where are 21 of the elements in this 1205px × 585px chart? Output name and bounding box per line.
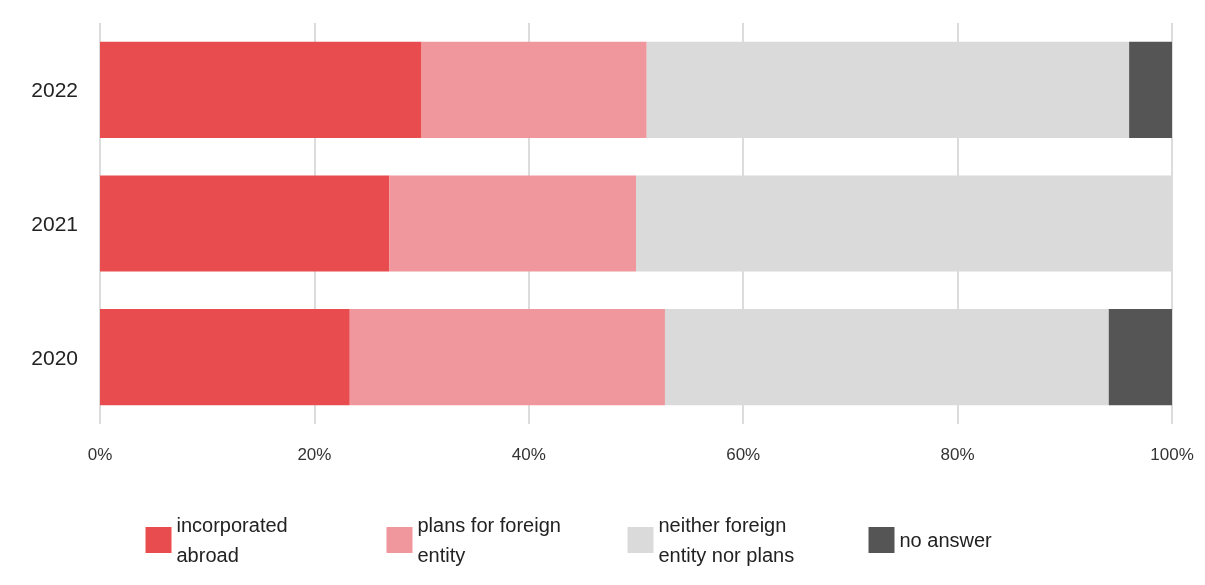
bar <box>389 175 636 272</box>
x-tick-label: 20% <box>297 445 332 464</box>
legend-label: no answer <box>899 529 993 551</box>
bar <box>421 41 647 138</box>
y-tick-label: 2021 <box>31 212 78 235</box>
legend-label: plans for foreign entity <box>417 514 567 566</box>
x-tick-label: 80% <box>940 445 975 464</box>
bar <box>100 175 390 272</box>
x-tick-label: 60% <box>726 445 761 464</box>
bar <box>100 309 350 406</box>
bar <box>1108 309 1172 406</box>
bar <box>100 41 422 138</box>
x-tick-label: 40% <box>511 445 546 464</box>
legend-label: incorporated abroad <box>176 514 294 566</box>
y-tick-label: 2022 <box>31 78 78 102</box>
x-tick-label: 100% <box>1150 445 1194 464</box>
bar <box>1129 41 1172 138</box>
bar <box>349 309 665 406</box>
y-tick-label: 2020 <box>31 345 78 369</box>
x-tick-label: 0% <box>87 445 113 464</box>
legend-label: neither foreign entity nor plans <box>658 514 795 566</box>
